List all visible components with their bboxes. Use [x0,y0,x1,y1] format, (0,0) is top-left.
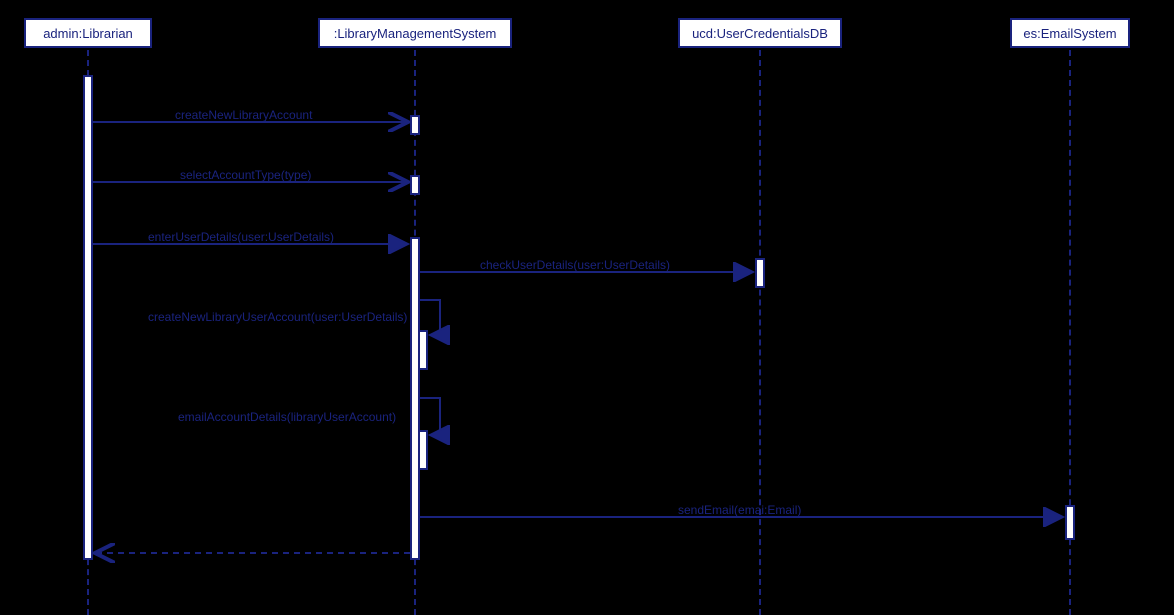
message-label: selectAccountType(type) [180,168,311,182]
arrows-layer [0,0,1174,615]
activation-lms-self1 [418,330,428,370]
message-label: createNewLibraryUserAccount(user:UserDet… [148,310,407,324]
message-label: emailAccountDetails(libraryUserAccount) [178,410,396,424]
message-label: checkUserDetails(user:UserDetails) [480,258,670,272]
activation-lms-3 [410,237,420,560]
activation-lms-self2 [418,430,428,470]
participant-label: admin:Librarian [43,26,133,41]
activation-admin [83,75,93,560]
message-label: enterUserDetails(user:UserDetails) [148,230,334,244]
participant-label: ucd:UserCredentialsDB [692,26,828,41]
activation-ucd [755,258,765,288]
participant-label: :LibraryManagementSystem [334,26,497,41]
message-label: sendEmail(emai:Email) [678,503,801,517]
activation-lms-1 [410,115,420,135]
participant-admin: admin:Librarian [24,18,152,48]
activation-lms-2 [410,175,420,195]
activation-es [1065,505,1075,540]
message-label: createNewLibraryAccount [175,108,312,122]
lifeline-ucd [759,50,761,615]
participant-es: es:EmailSystem [1010,18,1130,48]
participant-label: es:EmailSystem [1023,26,1116,41]
participant-ucd: ucd:UserCredentialsDB [678,18,842,48]
participant-lms: :LibraryManagementSystem [318,18,512,48]
